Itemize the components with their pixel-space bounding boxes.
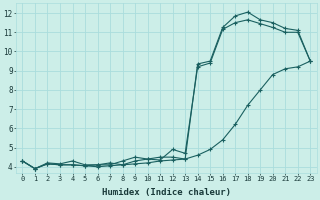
X-axis label: Humidex (Indice chaleur): Humidex (Indice chaleur) xyxy=(102,188,231,197)
